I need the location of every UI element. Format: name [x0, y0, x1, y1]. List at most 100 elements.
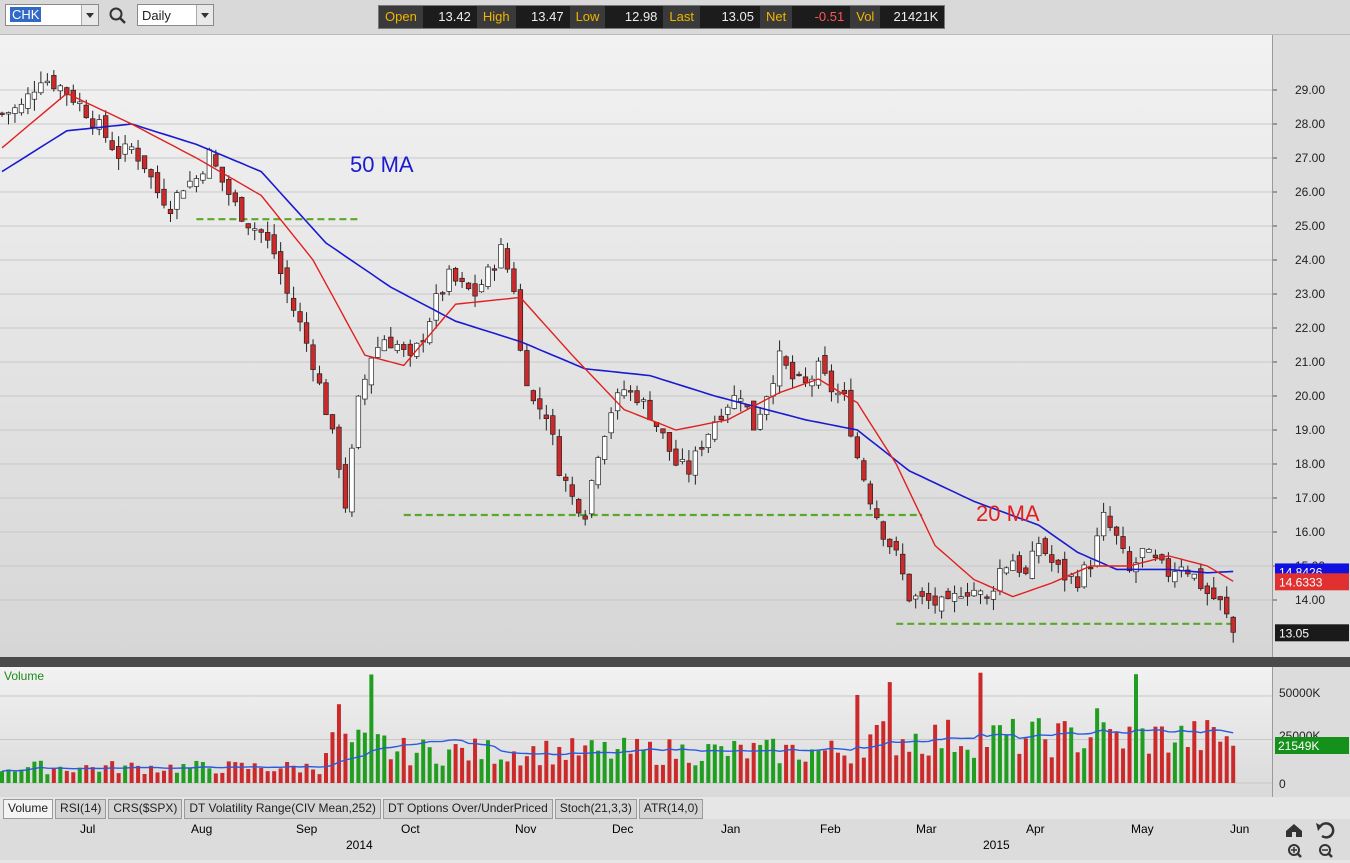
volume-bar: [207, 768, 212, 783]
candlestick: [355, 395, 362, 450]
volume-bar: [38, 760, 43, 783]
interval-dropdown-icon[interactable]: [196, 5, 213, 25]
vol-tick: 50000K: [1279, 686, 1320, 700]
volume-bar: [984, 747, 989, 783]
candlestick: [1172, 562, 1178, 588]
candlestick: [96, 114, 102, 136]
candlestick: [1010, 553, 1016, 571]
symbol-input[interactable]: CHK: [5, 4, 99, 26]
volume-bar: [298, 772, 303, 783]
zoom-in-icon[interactable]: [1288, 844, 1302, 858]
candlestick: [900, 543, 906, 581]
toolbar: CHK Daily Open 13.42 High 13.47 Low 12.9…: [0, 0, 1350, 35]
price-axis[interactable]: 29.00 28.00 27.00 26.00 25.00 24.00 23.00 22.00…: [1272, 35, 1350, 657]
tab-atr[interactable]: ATR(14,0): [638, 799, 704, 819]
candlestick: [342, 457, 349, 513]
volume-bar: [615, 749, 620, 783]
volume-bar: [848, 763, 853, 783]
candlestick: [556, 429, 562, 477]
candlestick: [1139, 548, 1146, 568]
tab-volume[interactable]: Volume: [3, 799, 54, 819]
volume-bar: [473, 738, 478, 783]
volume-bar: [226, 761, 231, 783]
tab-options-over-under[interactable]: DT Options Over/UnderPriced: [382, 799, 553, 819]
volume-bar: [1075, 752, 1080, 783]
candlestick: [1036, 536, 1042, 564]
volume-bar: [635, 738, 640, 783]
volume-bar: [336, 704, 341, 783]
volume-bar: [959, 746, 964, 783]
price-chart[interactable]: 50 MA 20 MA: [0, 35, 1272, 657]
volume-bar: [972, 757, 976, 783]
home-icon[interactable]: [1286, 824, 1302, 837]
volume-bar: [440, 765, 445, 783]
year-label: 2015: [983, 838, 1010, 852]
candlestick: [815, 357, 822, 389]
candlestick: [187, 171, 193, 189]
indicator-tabs: Volume RSI(14) CRS($SPX) DT Volatility R…: [0, 799, 1275, 819]
volume-bar: [408, 765, 413, 783]
pane-separator[interactable]: [0, 657, 1350, 667]
volume-bar: [12, 771, 17, 783]
volume-bar: [673, 758, 678, 783]
tab-crs[interactable]: CRS($SPX): [108, 799, 183, 819]
tab-rsi[interactable]: RSI(14): [55, 799, 107, 819]
candlestick: [368, 357, 375, 394]
symbol-dropdown-icon[interactable]: [81, 5, 98, 25]
candlestick: [913, 593, 919, 609]
search-icon[interactable]: [108, 6, 128, 26]
candlestick: [401, 341, 407, 358]
volume-bar: [116, 773, 121, 783]
volume-pane[interactable]: Volume: [0, 667, 1272, 797]
candlestick: [589, 479, 595, 519]
candlestick: [770, 375, 776, 405]
price-chart-pane[interactable]: 50 MA 20 MA: [0, 35, 1272, 657]
volume-bar: [991, 725, 996, 783]
zoom-out-icon[interactable]: [1319, 844, 1333, 858]
tab-stoch[interactable]: Stoch(21,3,3): [554, 799, 637, 819]
candlestick: [329, 414, 336, 434]
volume-bar: [926, 755, 931, 783]
volume-bar: [291, 765, 296, 783]
undo-icon[interactable]: [1316, 822, 1335, 839]
volume-bar: [77, 767, 82, 783]
volume-badge-label: 21549K: [1278, 739, 1319, 753]
candlestick: [1198, 563, 1204, 591]
volume-bar: [602, 741, 607, 783]
volume-bar: [946, 719, 951, 783]
tab-volatility-range[interactable]: DT Volatility Range(CIV Mean,252): [184, 799, 381, 819]
candlestick: [135, 139, 141, 170]
volume-bar: [349, 742, 354, 783]
price-tick-label: 21.00: [1295, 355, 1325, 369]
candlestick: [1055, 558, 1061, 574]
candlestick: [1230, 616, 1236, 643]
volume-bar: [388, 759, 393, 783]
month-label: Oct: [401, 822, 420, 836]
volume-bar: [239, 762, 244, 783]
volume-bar: [369, 674, 374, 783]
interval-select[interactable]: Daily: [137, 4, 214, 26]
candlestick: [310, 339, 316, 382]
candlestick: [796, 371, 802, 377]
volume-bar: [1192, 721, 1197, 783]
candlestick: [530, 389, 537, 405]
time-axis[interactable]: Jul Aug Sep Oct Nov Dec Jan Feb Mar Apr …: [0, 819, 1272, 860]
volume-bar: [810, 749, 814, 783]
price-badge-label: 14.6333: [1279, 575, 1323, 589]
volume-bar: [751, 742, 756, 783]
candlestick: [563, 473, 569, 492]
month-label: Jun: [1230, 822, 1249, 836]
candlestick: [219, 166, 225, 192]
volume-bar: [1114, 732, 1119, 783]
volume-bar: [174, 772, 179, 783]
volume-chart[interactable]: Volume: [0, 667, 1272, 797]
volume-bar: [213, 773, 218, 783]
volume-bar: [200, 762, 205, 783]
volume-bar: [395, 751, 400, 783]
candlestick: [1211, 577, 1217, 601]
volume-bar: [1140, 728, 1145, 783]
volume-bar: [719, 746, 724, 783]
candlestick: [64, 86, 70, 106]
candlestick: [789, 355, 796, 389]
year-label: 2014: [346, 838, 373, 852]
